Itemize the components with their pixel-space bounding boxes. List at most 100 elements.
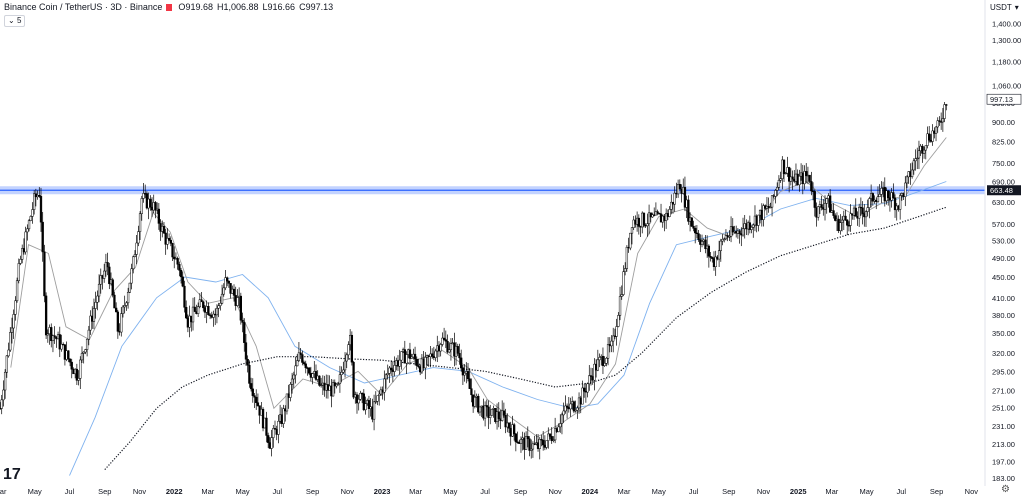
candle-body <box>936 120 939 128</box>
price-tick-label: 295.00 <box>992 367 1015 376</box>
candle-body <box>542 439 545 446</box>
candle-body <box>904 182 907 197</box>
candle-body <box>485 405 488 408</box>
candle-body <box>207 306 210 316</box>
candle-body <box>430 353 434 357</box>
candle-body <box>828 195 832 213</box>
candle-body <box>460 357 463 369</box>
candle-body <box>38 194 41 197</box>
candle-body <box>248 365 251 384</box>
candle-body <box>219 302 222 306</box>
price-tick-label: 251.00 <box>992 403 1015 412</box>
price-tick-label: 350.00 <box>992 329 1015 338</box>
candle-body <box>335 384 338 387</box>
candle-body <box>229 283 232 294</box>
time-tick-label: Sep <box>98 487 111 496</box>
candle-body <box>817 206 820 218</box>
candle-body <box>128 282 131 293</box>
candle-body <box>647 212 651 225</box>
time-tick-label: 2025 <box>790 487 807 496</box>
candle-body <box>844 215 847 221</box>
price-tick-label: 271.00 <box>992 386 1015 395</box>
candle-body <box>887 190 890 198</box>
symbol-title[interactable]: Binance Coin / TetherUS · 3D · Binance <box>4 2 163 12</box>
gear-icon[interactable]: ⚙ <box>1001 484 1010 495</box>
candle-body <box>282 408 285 424</box>
tradingview-logo-icon[interactable]: 17 <box>3 466 21 483</box>
candle-body <box>769 206 772 209</box>
candle-body <box>424 357 427 369</box>
candle-body <box>27 220 31 230</box>
candle-body <box>625 246 629 269</box>
price-tick-label: 750.00 <box>992 159 1015 168</box>
candle-body <box>441 337 444 345</box>
candle-body <box>314 371 318 380</box>
candle-body <box>752 224 755 228</box>
candle-body <box>89 315 92 331</box>
candle-body <box>721 239 724 242</box>
candle-body <box>921 145 924 154</box>
candle-body <box>364 403 367 411</box>
candle-body <box>85 338 89 350</box>
candle-body <box>560 414 564 424</box>
candle-body <box>586 383 589 393</box>
candle-body <box>905 176 909 184</box>
candle-body <box>477 395 480 413</box>
candle-body <box>386 373 389 376</box>
candle-body <box>115 307 118 313</box>
time-tick-label: May <box>652 487 666 496</box>
candle-body <box>103 270 106 279</box>
candle-body <box>782 159 786 174</box>
price-tick-label: 825.00 <box>992 138 1015 147</box>
indicator-collapse-button[interactable]: ⌄ 5 <box>4 15 26 27</box>
candle-body <box>497 411 500 419</box>
time-tick-label: Nov <box>341 487 355 496</box>
candle-body <box>779 178 782 181</box>
candle-body <box>916 157 919 160</box>
candle-body <box>858 206 861 219</box>
candle-body <box>840 219 844 223</box>
candle-body <box>861 207 864 214</box>
indicator-count: 5 <box>16 16 22 25</box>
candle-body <box>892 192 895 199</box>
candle-body <box>273 428 277 430</box>
candle-body <box>774 190 777 197</box>
candle-body <box>588 375 591 385</box>
candle-body <box>866 207 869 212</box>
price-tick-label: 197.00 <box>992 458 1015 467</box>
price-tick-label: 450.00 <box>992 273 1015 282</box>
candle-body <box>77 378 80 381</box>
time-tick-label: Sep <box>514 487 527 496</box>
candle-body <box>26 228 29 233</box>
candle-body <box>50 327 53 342</box>
candle-body <box>700 241 704 245</box>
candle-body <box>125 302 128 306</box>
candle-body <box>483 405 487 419</box>
time-tick-label: May <box>235 487 249 496</box>
candle-body <box>2 389 5 401</box>
candle-body <box>304 363 307 369</box>
candle-body <box>442 337 446 340</box>
candle-body <box>605 357 608 364</box>
candle-body <box>798 175 801 186</box>
candle-body <box>531 443 535 450</box>
candle-body <box>709 256 712 258</box>
price-tick-label: 900.00 <box>992 118 1015 127</box>
time-tick-label: Mar <box>201 487 214 496</box>
currency-selector[interactable]: USDT ▾ <box>990 3 1019 12</box>
candle-body <box>945 104 948 106</box>
candle-body <box>545 440 548 448</box>
candle-body <box>692 226 695 229</box>
candle-body <box>390 367 393 371</box>
candle-body <box>922 149 926 154</box>
candle-body <box>179 270 183 278</box>
candle-body <box>673 192 676 205</box>
candle-body <box>572 401 576 412</box>
candle-body <box>565 405 569 408</box>
candle-body <box>130 268 133 284</box>
candle-body <box>202 301 205 309</box>
candle-body <box>297 352 301 361</box>
candle-body <box>924 145 927 151</box>
candle-body <box>367 400 371 409</box>
